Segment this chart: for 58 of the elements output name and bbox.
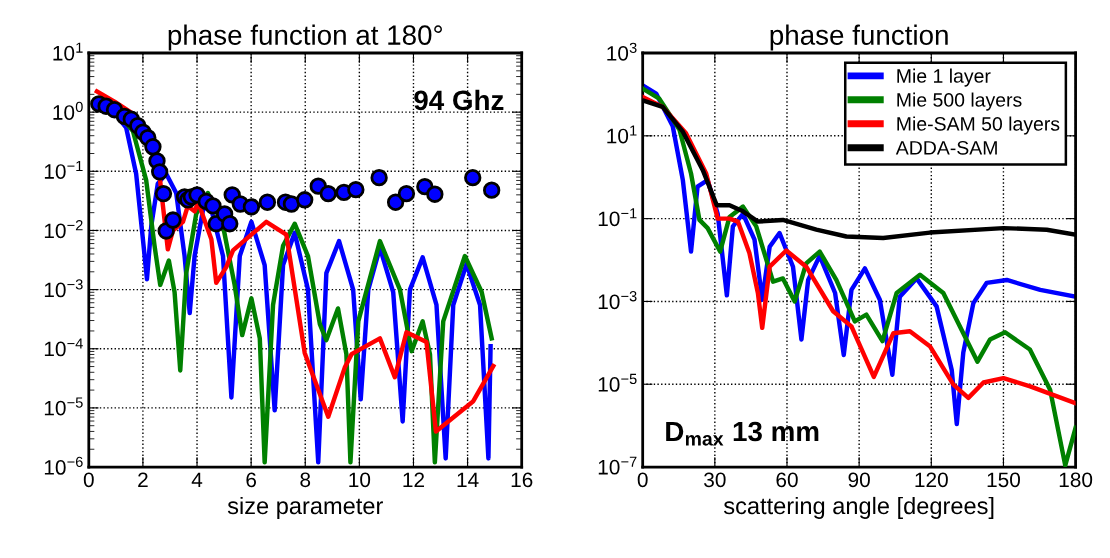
legend-label: Mie-SAM 50 layers (897, 116, 1060, 135)
point (464, 169, 482, 187)
legend-label: Mie 1 layer (897, 68, 991, 87)
x-tick-label: 0 (83, 472, 94, 488)
y-tick-label: 10$^{−3}$ (44, 279, 83, 298)
y-tick-label: 10$^{−4}$ (44, 338, 83, 357)
point (151, 163, 169, 181)
y-tick-label: 10$^{1}$ (53, 42, 83, 61)
point (258, 193, 277, 211)
x-axis-title: size parameter (227, 496, 383, 519)
chart-title: phase function (770, 24, 948, 51)
point (397, 184, 416, 203)
legend-label: Mie 500 layers (897, 92, 1022, 111)
annotation: D$_{max}$ 13 mm (666, 421, 819, 446)
x-tick-label: 60 (776, 472, 798, 488)
x-tick-label: 180 (1059, 472, 1093, 488)
legend-label: ADDA-SAM (895, 140, 997, 155)
x-tick-label: 0 (637, 472, 648, 488)
x-tick-label: 12 (403, 472, 425, 487)
point (482, 181, 501, 199)
point (164, 211, 182, 229)
y-tick-label: 10$^{−7}$ (598, 456, 637, 475)
point (144, 138, 162, 156)
annotation: 94 Ghz (414, 89, 504, 111)
x-tick-label: 150 (987, 472, 1021, 488)
point (370, 169, 388, 187)
x-tick-label: 2 (138, 472, 148, 487)
x-tick-label: 6 (246, 472, 257, 488)
y-tick-label: 10$^{−6}$ (44, 456, 83, 475)
x-tick-label: 16 (511, 472, 533, 488)
point (296, 191, 314, 209)
y-tick-label: 10$^{3}$ (607, 42, 637, 61)
x-tick-label: 4 (191, 472, 203, 487)
point (221, 215, 239, 233)
point (282, 195, 301, 213)
y-tick-label: 10$^{−5}$ (44, 397, 83, 416)
y-tick-label: 10$^{0}$ (53, 101, 83, 120)
point (204, 197, 222, 215)
y-tick-label: 10$^{−2}$ (44, 220, 83, 239)
x-tick-label: 30 (704, 472, 726, 488)
y-tick-label: 10$^{−1}$ (44, 160, 83, 179)
y-tick-label: 10$^{−3}$ (598, 291, 637, 310)
chart-title: phase function at 180° (168, 24, 442, 51)
x-tick-label: 90 (848, 472, 870, 488)
y-tick-label: 10$^{−5}$ (598, 373, 637, 392)
x-axis-title: scattering angle [degrees] (723, 496, 994, 519)
x-tick-label: 8 (300, 472, 311, 488)
x-tick-label: 10 (349, 472, 371, 488)
point (319, 184, 337, 203)
point (154, 184, 173, 203)
point (347, 180, 365, 199)
point (242, 198, 261, 216)
point (426, 185, 444, 203)
y-tick-label: 10$^{1}$ (607, 125, 637, 144)
y-tick-label: 10$^{−1}$ (598, 208, 637, 227)
x-tick-label: 120 (915, 472, 948, 488)
point (386, 193, 405, 211)
x-tick-label: 14 (457, 472, 479, 487)
